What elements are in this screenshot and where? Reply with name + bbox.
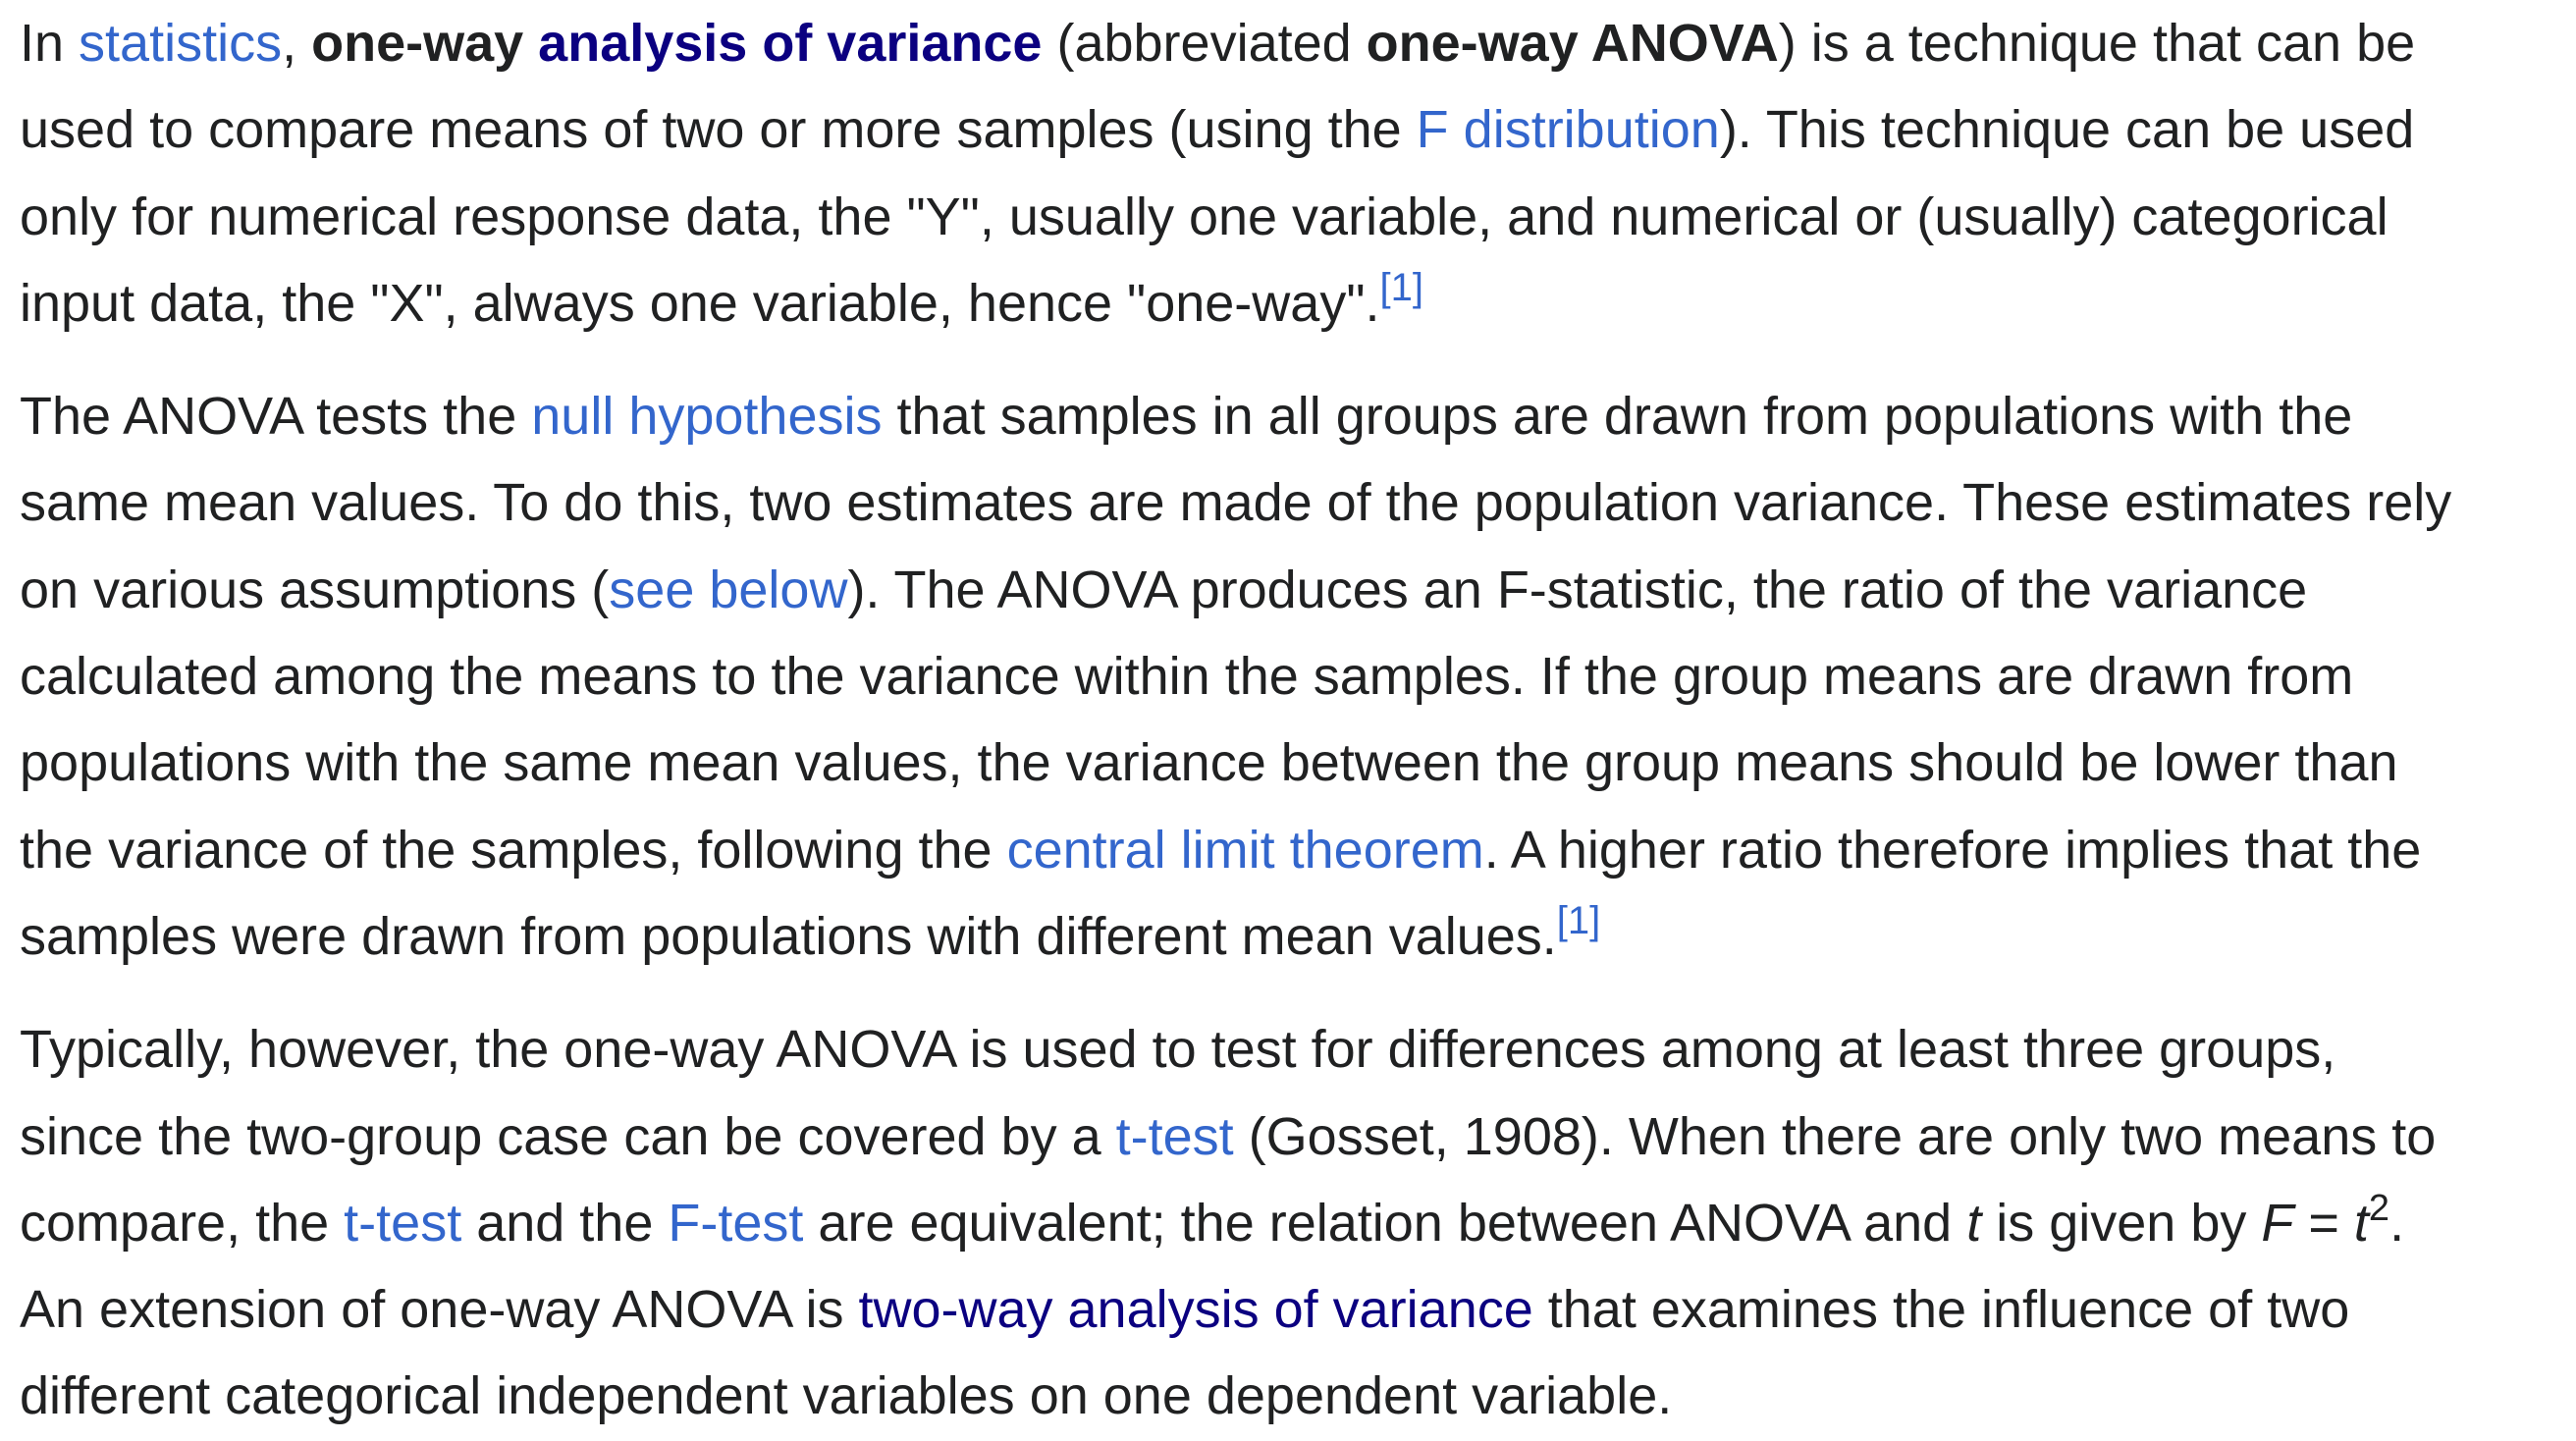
text: that examines the influence of two [1532, 1280, 2350, 1340]
text: (Gosset, 1908). When there are only two … [1233, 1106, 2437, 1166]
link-t-test[interactable]: t-test [344, 1193, 462, 1253]
link-t-test[interactable]: t-test [1115, 1106, 1234, 1166]
text: and the [461, 1193, 669, 1253]
math-variable-t: t [1966, 1193, 1982, 1253]
link-two-way-anova[interactable]: two-way analysis of variance [858, 1280, 1533, 1340]
text: is given by [1981, 1193, 2262, 1253]
line: populations with the same mean values, t… [20, 733, 2398, 793]
text: since the two-group case can be covered … [20, 1106, 1116, 1166]
article-body: In statistics, one-way analysis of varia… [20, 0, 2562, 1440]
line: compare, the t-test and the F-test are e… [20, 1180, 2562, 1266]
link-analysis-of-variance[interactable]: analysis of variance [538, 14, 1043, 73]
text: (abbreviated [1042, 14, 1367, 73]
text: In [20, 14, 80, 73]
reference-link[interactable]: [1] [1379, 265, 1423, 309]
line: the variance of the samples, following t… [20, 807, 2562, 893]
text: on various assumptions ( [20, 560, 610, 619]
line: input data, the "X", always one variable… [20, 260, 2562, 347]
math-equals: = [2293, 1193, 2354, 1253]
line: Typically, however, the one-way ANOVA is… [20, 1020, 2336, 1080]
math-variable-f: F [2261, 1193, 2294, 1253]
link-statistics[interactable]: statistics [79, 14, 283, 73]
text: An extension of one-way ANOVA is [20, 1280, 859, 1340]
text: the variance of the samples, following t… [20, 820, 1007, 880]
bold-term: one-way [311, 14, 539, 73]
link-central-limit-theorem[interactable]: central limit theorem [1006, 820, 1484, 880]
text: , [282, 14, 312, 73]
text: . A higher ratio therefore implies that … [1483, 820, 2422, 880]
link-f-distribution[interactable]: F distribution [1416, 100, 1720, 160]
text: used to compare means of two or more sam… [20, 100, 1417, 160]
text: ). The ANOVA produces an F-statistic, th… [847, 560, 2308, 619]
text: ) is a technique that can be [1778, 14, 2416, 73]
line: In statistics, one-way analysis of varia… [20, 0, 2562, 86]
text: input data, the "X", always one variable… [20, 273, 1380, 333]
link-f-test[interactable]: F-test [668, 1193, 804, 1253]
paragraph-intro: In statistics, one-way analysis of varia… [20, 0, 2562, 347]
bold-abbreviation: one-way ANOVA [1366, 14, 1779, 73]
paragraph-null-hypothesis: The ANOVA tests the null hypothesis that… [20, 373, 2562, 980]
text: compare, the [20, 1193, 345, 1253]
line: on various assumptions (see below). The … [20, 547, 2562, 633]
text: The ANOVA tests the [20, 387, 532, 447]
line: calculated among the means to the varian… [20, 647, 2354, 707]
math-exponent: 2 [2368, 1187, 2390, 1229]
reference-link[interactable]: [1] [1556, 898, 1601, 942]
line: different categorical independent variab… [20, 1366, 1673, 1426]
paragraph-t-test: Typically, however, the one-way ANOVA is… [20, 1006, 2562, 1439]
line: since the two-group case can be covered … [20, 1094, 2562, 1180]
text: that samples in all groups are drawn fro… [882, 387, 2353, 447]
reference-1: [1] [1557, 899, 1600, 942]
line: only for numerical response data, the "Y… [20, 187, 2388, 246]
line: An extension of one-way ANOVA is two-way… [20, 1266, 2562, 1353]
line: samples were drawn from populations with… [20, 893, 2562, 980]
line: The ANOVA tests the null hypothesis that… [20, 373, 2562, 459]
text: samples were drawn from populations with… [20, 906, 1557, 966]
text: ). This technique can be used [1719, 100, 2415, 160]
link-null-hypothesis[interactable]: null hypothesis [531, 387, 883, 447]
text: are equivalent; the relation between ANO… [803, 1193, 1967, 1253]
text: . [2389, 1193, 2405, 1253]
link-see-below[interactable]: see below [609, 560, 848, 619]
math-variable-t: t [2353, 1193, 2369, 1253]
line: used to compare means of two or more sam… [20, 86, 2562, 173]
reference-1: [1] [1380, 266, 1423, 309]
line: same mean values. To do this, two estima… [20, 473, 2452, 533]
